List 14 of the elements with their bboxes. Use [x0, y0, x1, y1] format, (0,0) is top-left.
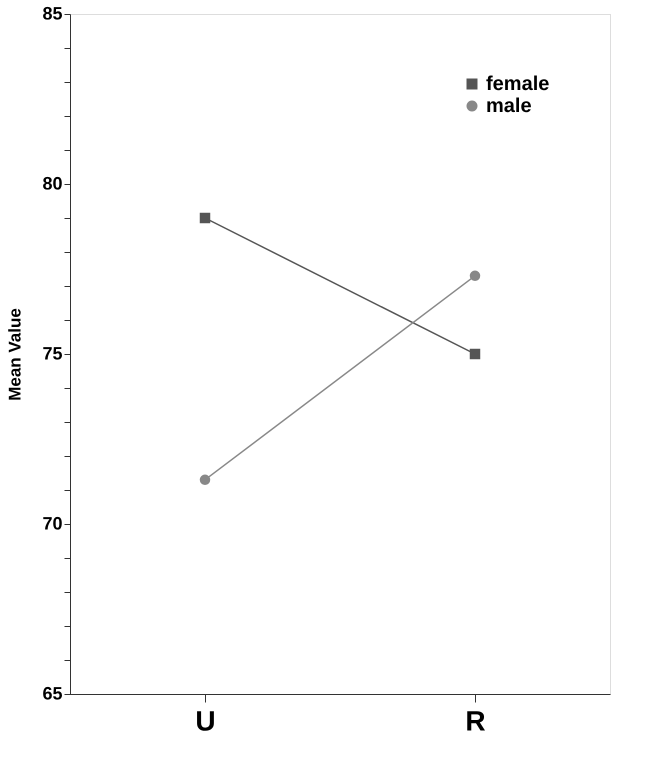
- point: [470, 348, 480, 360]
- y-tick-label: 70: [42, 514, 62, 534]
- y-tick-label: 75: [42, 344, 62, 364]
- y-tick-label: 80: [42, 174, 62, 194]
- point: [470, 270, 480, 282]
- x-tick-label: R: [465, 706, 486, 736]
- point: [200, 474, 210, 486]
- legend-label: male: [486, 95, 532, 117]
- legend-label: female: [486, 73, 550, 95]
- x-tick-label: U: [195, 706, 216, 736]
- y-axis-title: Mean Value: [5, 308, 24, 401]
- y-tick-label: 85: [42, 4, 62, 24]
- y-tick-label: 65: [42, 684, 62, 704]
- point: [200, 212, 210, 224]
